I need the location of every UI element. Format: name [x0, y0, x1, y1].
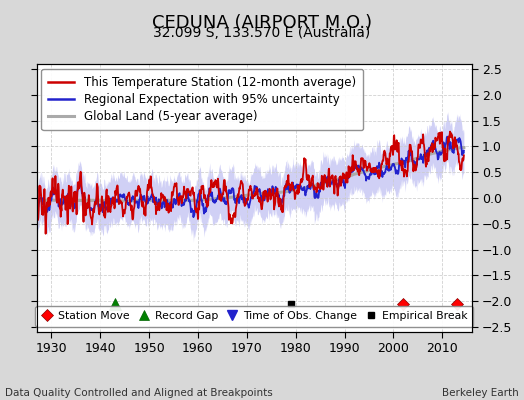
Text: Data Quality Controlled and Aligned at Breakpoints: Data Quality Controlled and Aligned at B… — [5, 388, 273, 398]
Legend: Station Move, Record Gap, Time of Obs. Change, Empirical Break: Station Move, Record Gap, Time of Obs. C… — [35, 306, 473, 326]
Text: CEDUNA (AIRPORT M.O.): CEDUNA (AIRPORT M.O.) — [152, 14, 372, 32]
Text: 32.099 S, 133.570 E (Australia): 32.099 S, 133.570 E (Australia) — [154, 26, 370, 40]
Text: Berkeley Earth: Berkeley Earth — [442, 388, 519, 398]
